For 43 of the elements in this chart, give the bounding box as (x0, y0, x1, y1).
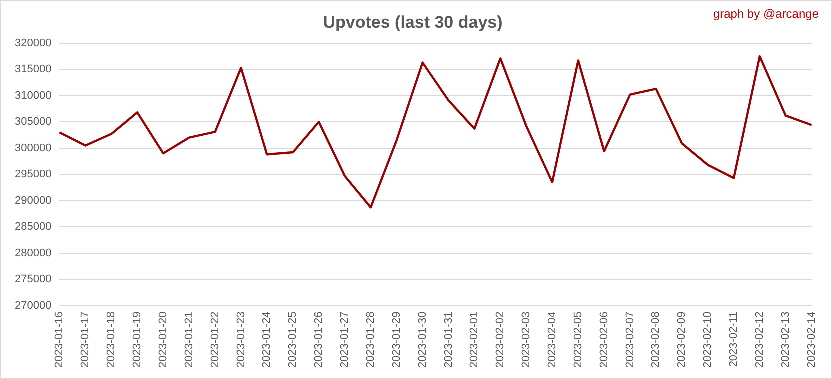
x-tick-label: 2023-01-28 (364, 312, 377, 368)
x-tick-label: 2023-01-16 (54, 312, 66, 368)
y-tick-label: 295000 (14, 168, 52, 181)
x-tick-label: 2023-01-26 (313, 312, 326, 368)
x-tick-label: 2023-02-13 (780, 312, 792, 368)
x-tick-label: 2023-02-05 (572, 312, 584, 368)
y-tick-label: 300000 (14, 142, 52, 154)
x-tick-label: 2023-01-25 (287, 312, 300, 368)
x-tick-label: 2023-01-17 (80, 312, 92, 368)
y-tick-label: 290000 (14, 194, 52, 207)
x-tick-label: 2023-01-31 (442, 312, 455, 368)
y-tick-label: 270000 (14, 300, 52, 312)
x-tick-label: 2023-01-22 (209, 312, 222, 368)
x-tick-label: 2023-02-12 (754, 312, 766, 368)
x-tick-label: 2023-01-24 (261, 312, 274, 368)
x-tick-label: 2023-01-20 (157, 312, 170, 368)
y-tick-label: 315000 (14, 64, 52, 76)
x-tick-label: 2023-01-29 (390, 312, 403, 368)
x-tick-label: 2023-02-08 (650, 312, 662, 368)
x-tick-label: 2023-02-11 (728, 312, 740, 368)
x-tick-label: 2023-02-14 (806, 312, 818, 368)
x-tick-label: 2023-01-27 (339, 312, 352, 368)
x-tick-label: 2023-02-09 (676, 312, 688, 368)
text: graph by @arcange (713, 7, 819, 21)
x-tick-label: 2023-02-02 (494, 312, 507, 368)
x-tick-label: 2023-02-07 (624, 312, 636, 368)
y-tick-label: 285000 (14, 221, 52, 234)
x-tick-label: 2023-01-19 (132, 312, 144, 368)
x-tick-label: 2023-02-04 (546, 312, 558, 368)
x-tick-label: 2023-01-18 (106, 312, 118, 368)
x-tick-label: 2023-02-01 (468, 312, 481, 368)
x-tick-label: 2023-01-30 (416, 312, 429, 368)
x-tick-label: 2023-02-06 (598, 312, 610, 368)
y-tick-label: 305000 (14, 116, 52, 128)
x-tick-label: 2023-02-03 (520, 312, 533, 368)
y-tick-label: 280000 (14, 247, 52, 260)
x-tick-label: 2023-01-21 (183, 312, 196, 368)
x-tick-label: 2023-02-10 (702, 312, 714, 368)
chart-title: Upvotes (last 30 days) (323, 12, 503, 32)
y-tick-label: 320000 (14, 37, 52, 50)
x-tick-label: 2023-01-23 (235, 312, 248, 368)
y-tick-label: 275000 (14, 274, 52, 286)
y-tick-label: 310000 (14, 90, 52, 102)
